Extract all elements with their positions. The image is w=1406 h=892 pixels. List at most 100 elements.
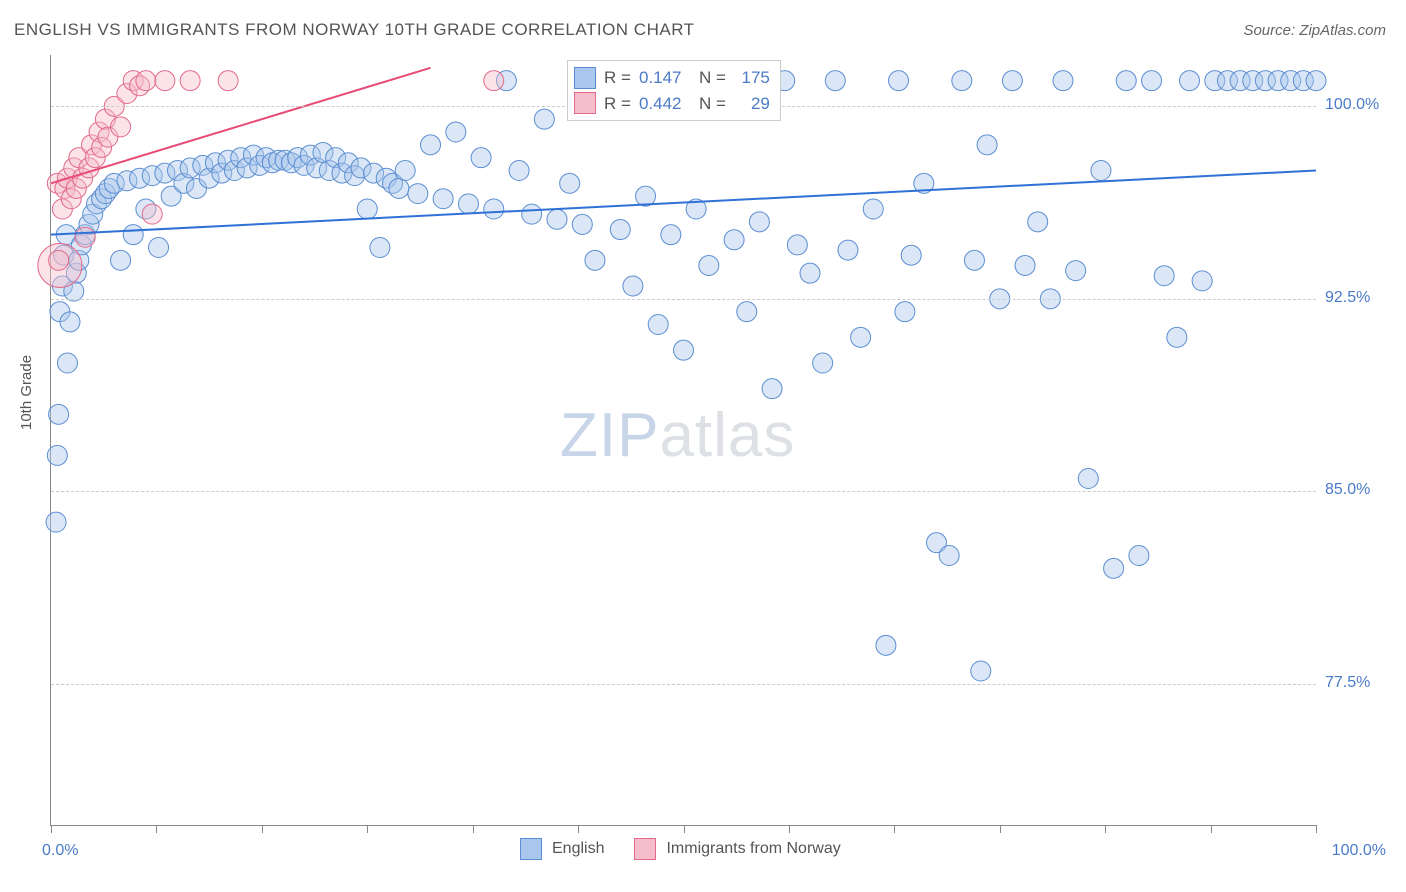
watermark: ZIPatlas	[560, 400, 795, 471]
scatter-point	[800, 263, 820, 283]
scatter-point	[1116, 71, 1136, 91]
n-value: 29	[734, 91, 770, 117]
scatter-point	[585, 250, 605, 270]
scatter-point	[560, 173, 580, 193]
scatter-point	[876, 635, 896, 655]
r-label: R =	[604, 91, 631, 117]
source-credit: Source: ZipAtlas.com	[1243, 22, 1386, 39]
scatter-point	[47, 445, 67, 465]
r-value: 0.442	[639, 91, 691, 117]
scatter-point	[370, 238, 390, 258]
scatter-point	[484, 71, 504, 91]
scatter-point	[75, 227, 95, 247]
scatter-point	[433, 189, 453, 209]
scatter-point	[863, 199, 883, 219]
scatter-point	[699, 255, 719, 275]
y-tick-label: 92.5%	[1325, 289, 1370, 307]
scatter-point	[534, 109, 554, 129]
n-label: N =	[699, 65, 726, 91]
x-tick	[578, 825, 579, 833]
x-tick	[1000, 825, 1001, 833]
legend-label: English	[552, 840, 604, 858]
x-tick	[789, 825, 790, 833]
scatter-point	[155, 71, 175, 91]
scatter-point	[939, 546, 959, 566]
scatter-point	[623, 276, 643, 296]
scatter-point	[1002, 71, 1022, 91]
scatter-point	[1066, 261, 1086, 281]
scatter-point	[57, 353, 77, 373]
y-tick-label: 77.5%	[1325, 674, 1370, 692]
scatter-point	[49, 250, 69, 270]
scatter-point	[977, 135, 997, 155]
scatter-point	[737, 302, 757, 322]
scatter-point	[1104, 558, 1124, 578]
scatter-point	[1154, 266, 1174, 286]
scatter-point	[964, 250, 984, 270]
scatter-point	[1142, 71, 1162, 91]
scatter-point	[971, 661, 991, 681]
scatter-point	[1078, 469, 1098, 489]
scatter-point	[787, 235, 807, 255]
scatter-point	[1091, 161, 1111, 181]
scatter-point	[111, 117, 131, 137]
x-tick	[684, 825, 685, 833]
scatter-point	[408, 184, 428, 204]
scatter-point	[357, 199, 377, 219]
x-tick	[1105, 825, 1106, 833]
scatter-point	[661, 225, 681, 245]
scatter-point	[509, 161, 529, 181]
gridline	[51, 299, 1316, 300]
scatter-point	[1028, 212, 1048, 232]
legend-swatch	[520, 838, 542, 860]
scatter-point	[889, 71, 909, 91]
scatter-point	[724, 230, 744, 250]
scatter-point	[142, 204, 162, 224]
scatter-point	[1167, 327, 1187, 347]
legend-swatch	[634, 838, 656, 860]
x-tick	[1316, 825, 1317, 833]
scatter-point	[1129, 546, 1149, 566]
scatter-point	[813, 353, 833, 373]
scatter-point	[749, 212, 769, 232]
gridline	[51, 684, 1316, 685]
scatter-point	[123, 225, 143, 245]
n-label: N =	[699, 91, 726, 117]
r-value: 0.147	[639, 65, 691, 91]
series-swatch	[574, 92, 596, 114]
scatter-point	[458, 194, 478, 214]
scatter-point	[111, 250, 131, 270]
scatter-point	[395, 161, 415, 181]
scatter-point	[46, 512, 66, 532]
scatter-point	[1015, 255, 1035, 275]
scatter-point	[1306, 71, 1326, 91]
scatter-point	[895, 302, 915, 322]
scatter-point	[838, 240, 858, 260]
stats-row: R =0.147N =175	[574, 65, 770, 91]
scatter-point	[648, 315, 668, 335]
scatter-point	[547, 209, 567, 229]
scatter-point	[825, 71, 845, 91]
x-tick	[156, 825, 157, 833]
x-tick	[51, 825, 52, 833]
stats-legend-box: R =0.147N =175R =0.442N = 29	[567, 60, 781, 121]
scatter-point	[136, 71, 156, 91]
n-value: 175	[734, 65, 770, 91]
series-swatch	[574, 67, 596, 89]
scatter-point	[484, 199, 504, 219]
scatter-point	[446, 122, 466, 142]
x-tick	[894, 825, 895, 833]
scatter-point	[421, 135, 441, 155]
y-tick-label: 85.0%	[1325, 481, 1370, 499]
x-tick	[262, 825, 263, 833]
trend-line	[51, 171, 1316, 235]
scatter-point	[851, 327, 871, 347]
scatter-point	[522, 204, 542, 224]
scatter-point	[762, 379, 782, 399]
x-tick	[1211, 825, 1212, 833]
scatter-point	[1192, 271, 1212, 291]
scatter-point	[1053, 71, 1073, 91]
y-axis-label: 10th Grade	[18, 355, 35, 430]
bottom-legend: EnglishImmigrants from Norway	[520, 838, 861, 860]
y-tick-label: 100.0%	[1325, 96, 1379, 114]
